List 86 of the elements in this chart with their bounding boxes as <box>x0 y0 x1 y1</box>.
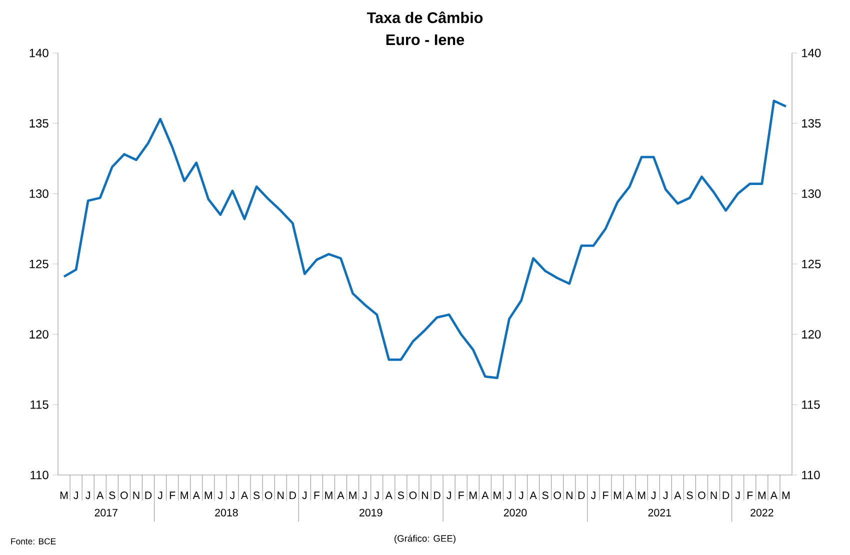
y2-tick-label: 125 <box>802 260 821 268</box>
text: 2017 <box>94 508 118 516</box>
x-tick-label: J <box>590 492 596 500</box>
x-tick-label: S <box>109 492 116 500</box>
text: (Gráfico: GEE) <box>394 534 456 544</box>
x-tick-label: M <box>349 492 356 499</box>
x-tick-label: J <box>651 492 656 500</box>
x-tick-label: J <box>230 492 234 500</box>
text: 2019 <box>360 508 382 516</box>
x-tick-label: J <box>362 492 367 500</box>
x-tick-label: S <box>542 492 548 500</box>
y-tick-label: 120 <box>30 330 48 339</box>
x-tick-label: D <box>434 492 440 499</box>
x-tick-label: A <box>482 492 489 499</box>
x-tick-label: J <box>218 492 222 500</box>
x-tick-label: S <box>253 492 260 500</box>
y2-tick-label: 135 <box>802 119 821 128</box>
text: 2018 <box>215 508 238 516</box>
x-tick-label: M <box>325 492 332 499</box>
y-tick-label: 125 <box>30 260 48 268</box>
x-tick-label: D <box>722 492 730 499</box>
x-tick-label: D <box>578 492 585 499</box>
x-tick-label: F <box>603 492 608 499</box>
x-tick-label: N <box>566 492 572 499</box>
text: 2020 <box>504 508 527 516</box>
chart-title: Taxa de Câmbio <box>366 12 483 24</box>
x-tick-label: O <box>264 492 272 500</box>
x-tick-label: O <box>409 492 417 500</box>
x-tick-label: J <box>302 492 307 500</box>
y2-tick-label: 120 <box>802 330 821 339</box>
x-tick-label: F <box>748 492 753 499</box>
x-tick-label: J <box>446 492 451 500</box>
x-tick-label: D <box>145 492 152 499</box>
x-tick-label: J <box>86 492 90 500</box>
x-tick-label: F <box>314 492 320 499</box>
x-tick-label: N <box>422 492 428 499</box>
x-tick-label: A <box>337 492 344 499</box>
x-tick-label: M <box>614 492 622 499</box>
x-tick-label: J <box>518 492 524 500</box>
text: 2022 <box>750 508 774 516</box>
x-tick-label: J <box>74 492 78 500</box>
x-tick-label: D <box>290 492 296 499</box>
y2-tick-label: 110 <box>802 470 820 480</box>
y2-tick-label: 140 <box>802 48 821 58</box>
x-tick-label: J <box>735 492 740 500</box>
x-tick-label: J <box>663 492 668 500</box>
x-tick-label: J <box>158 492 162 500</box>
y-tick-label: 110 <box>30 470 48 480</box>
x-tick-label: M <box>470 492 477 499</box>
x-tick-label: F <box>458 492 464 499</box>
x-tick-label: O <box>120 492 128 500</box>
x-tick-label: A <box>674 492 682 499</box>
y2-tick-label: 130 <box>802 189 821 198</box>
x-tick-label: M <box>60 492 68 499</box>
x-tick-label: O <box>554 492 561 500</box>
y-tick-label: 130 <box>30 189 48 198</box>
chart-subtitle: Euro - Iene <box>386 34 464 46</box>
x-tick-label: A <box>626 492 634 499</box>
x-tick-label: N <box>710 492 717 499</box>
y-tick-label: 115 <box>30 400 48 409</box>
x-tick-label: M <box>758 492 766 499</box>
x-tick-label: M <box>494 492 501 499</box>
y-tick-label: 140 <box>30 48 48 58</box>
x-tick-label: N <box>133 492 140 499</box>
x-tick-label: N <box>278 492 284 499</box>
x-tick-label: S <box>398 492 404 500</box>
source-note: Fonte: BCE <box>11 538 56 544</box>
x-tick-label: A <box>240 492 248 499</box>
x-tick-label: A <box>192 492 200 499</box>
x-tick-label: J <box>374 492 379 500</box>
y-tick-label: 135 <box>30 119 48 128</box>
x-tick-label: M <box>638 492 646 499</box>
text: 2021 <box>648 508 671 516</box>
x-tick-label: M <box>204 492 212 499</box>
x-tick-label: A <box>96 492 104 499</box>
x-tick-label: A <box>770 492 778 499</box>
x-tick-label: O <box>698 492 706 500</box>
x-tick-label: S <box>686 492 693 500</box>
line-series <box>62 100 788 380</box>
x-tick-label: J <box>506 492 512 500</box>
x-tick-label: M <box>180 492 188 499</box>
y2-tick-label: 115 <box>802 400 820 409</box>
x-tick-label: A <box>530 492 537 499</box>
x-tick-label: M <box>782 492 790 499</box>
x-tick-label: A <box>385 492 392 499</box>
x-tick-label: F <box>170 492 176 499</box>
